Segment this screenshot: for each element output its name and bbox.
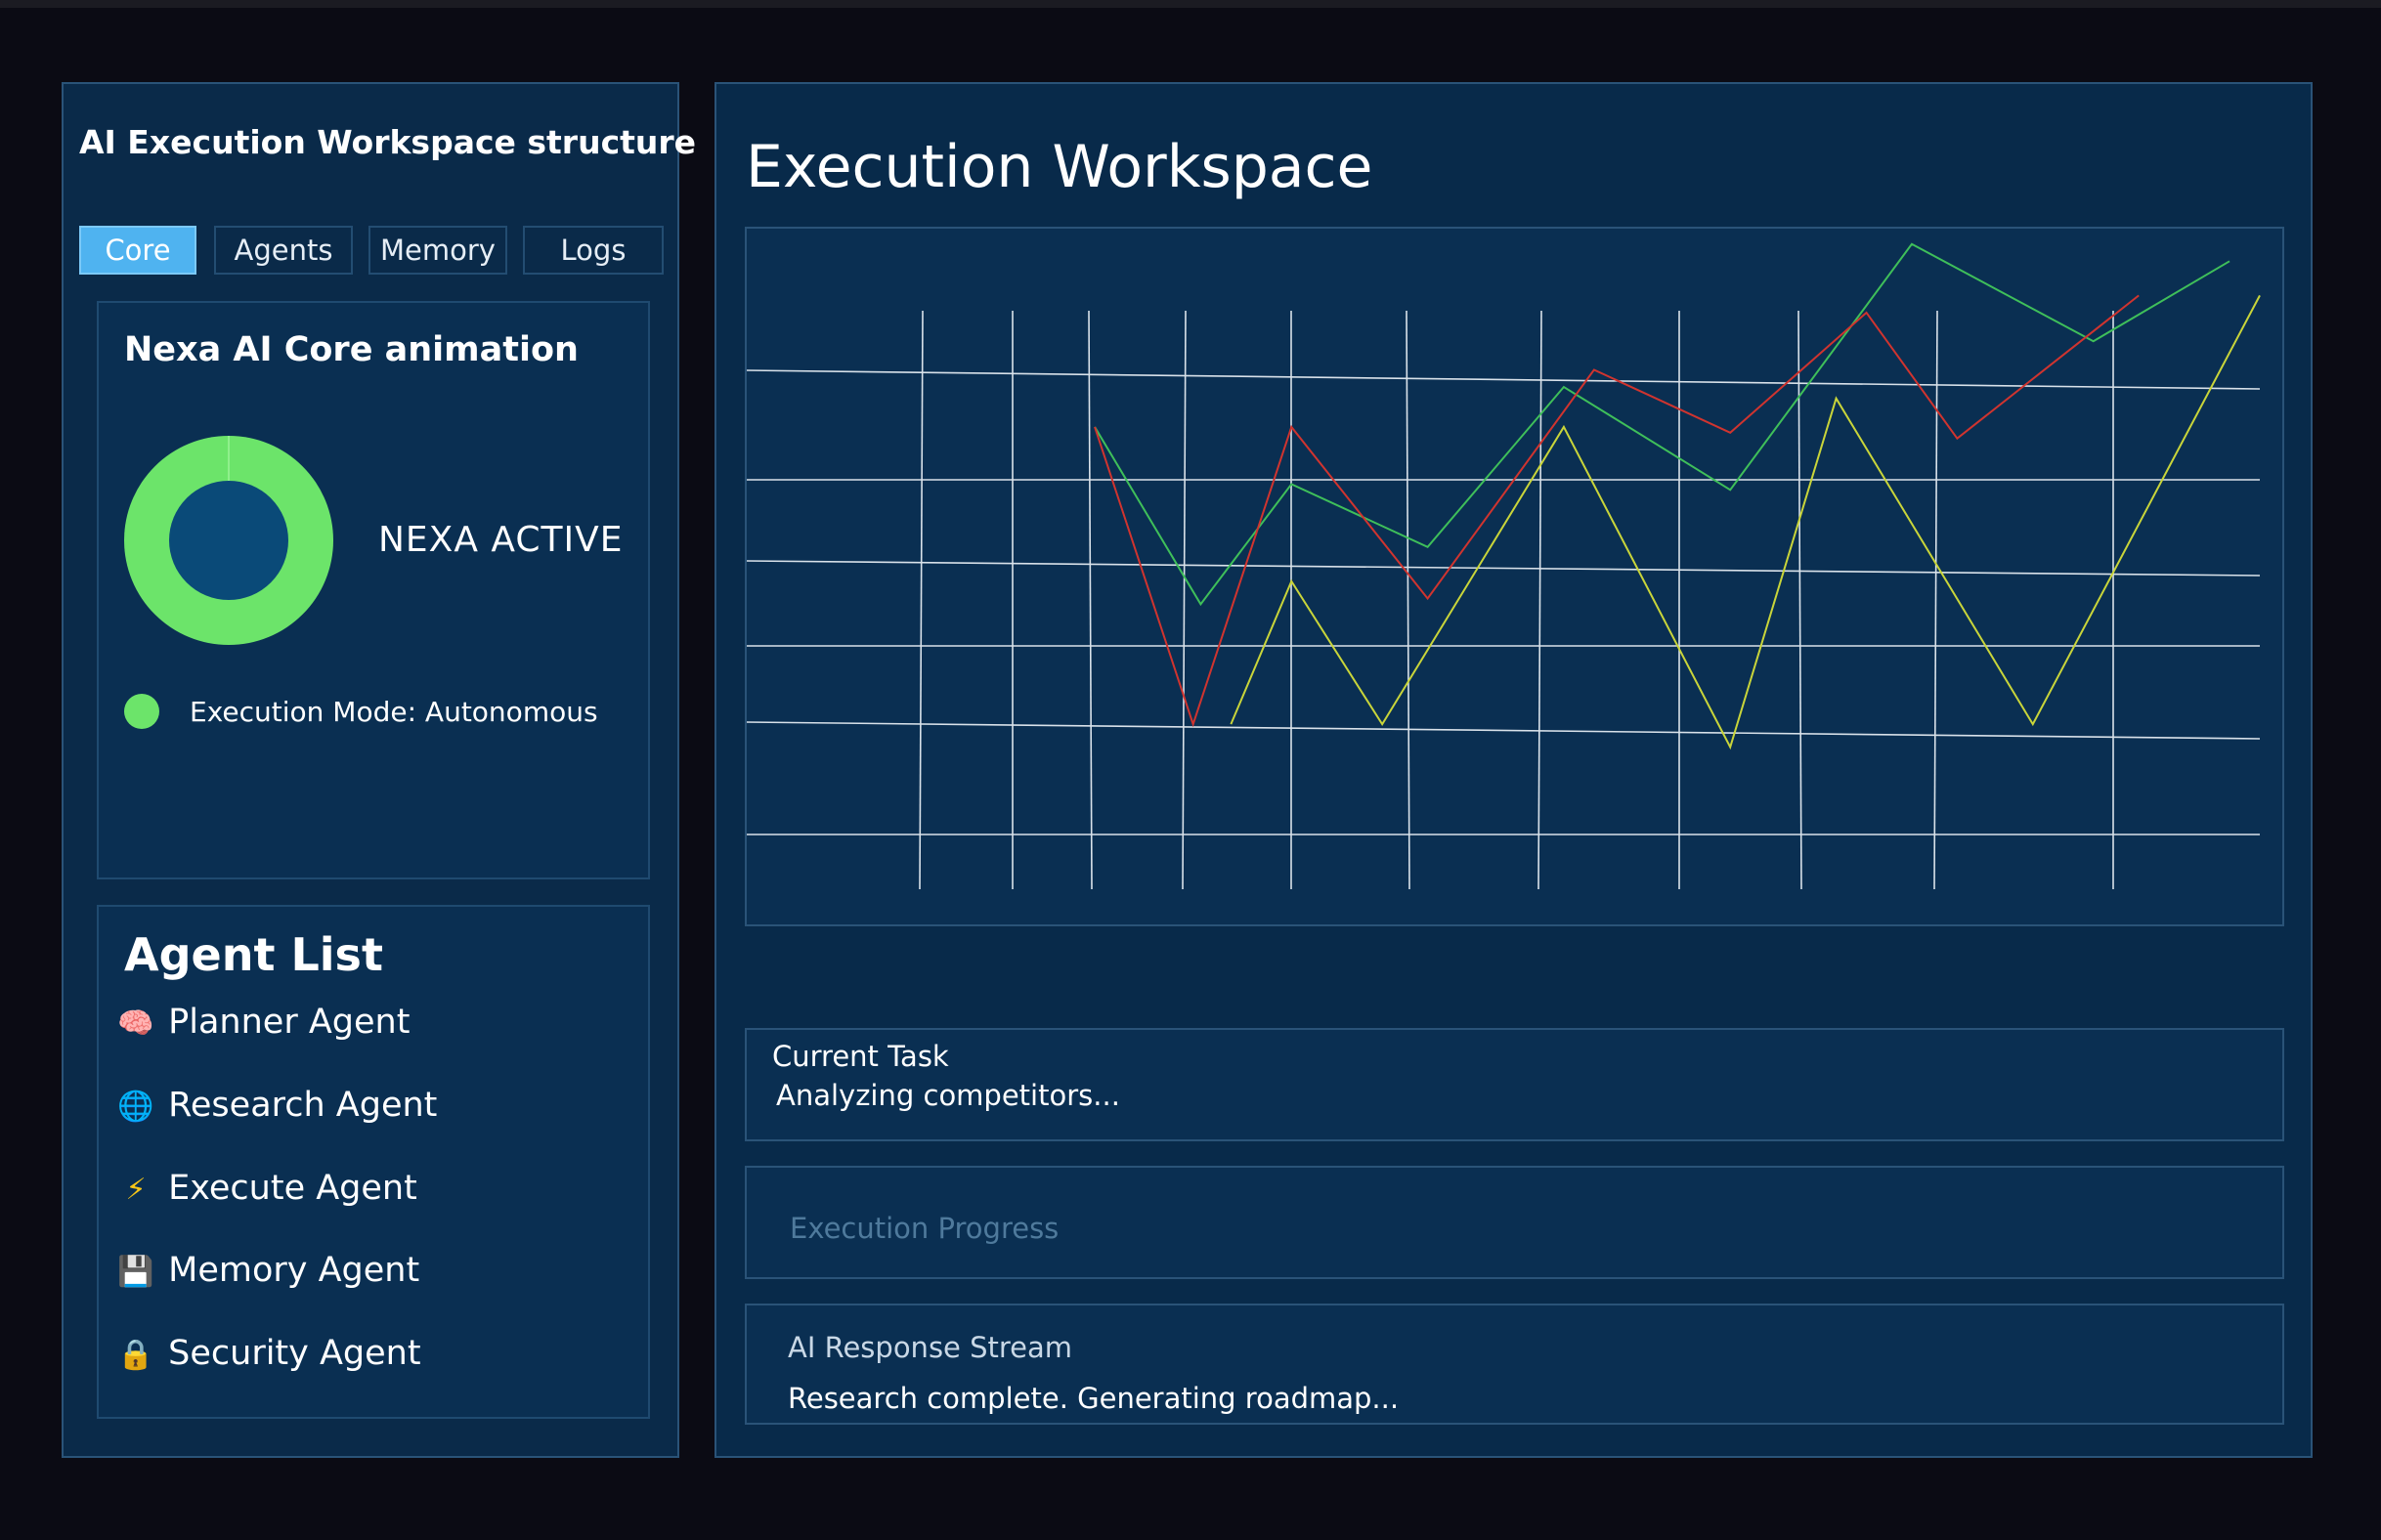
grid-line-horizontal — [747, 560, 2261, 577]
workspace-panel: Execution Workspace Current Task Analyzi… — [714, 82, 2313, 1458]
series-line-3 — [1230, 294, 2261, 750]
agent-item-memory[interactable]: 💾 Memory Agent — [114, 1241, 632, 1300]
grid-line-vertical — [1406, 310, 1410, 890]
agent-list-title: Agent List — [124, 928, 383, 981]
series-line-1 — [1094, 242, 2230, 607]
core-card: Nexa AI Core animation NEXA ACTIVE Execu… — [97, 301, 650, 879]
globe-icon: 🌐 — [117, 1090, 154, 1124]
execution-progress-box: Execution Progress — [745, 1166, 2284, 1279]
floppy-disk-icon: 💾 — [117, 1255, 154, 1289]
execution-chart-svg — [747, 242, 2261, 890]
lightning-icon: ⚡ — [125, 1173, 147, 1207]
agent-list-card: Agent List 🧠 Planner Agent 🌐 Research Ag… — [97, 905, 650, 1419]
agent-label: Execute Agent — [168, 1169, 417, 1208]
grid-line-vertical — [919, 310, 924, 890]
page-title: Execution Workspace — [746, 133, 1373, 201]
response-stream-box: AI Response Stream Research complete. Ge… — [745, 1304, 2284, 1425]
grid-line-horizontal — [747, 369, 2261, 390]
sidebar-title: AI Execution Workspace structure — [79, 123, 697, 161]
agent-item-execute[interactable]: ⚡ Execute Agent — [114, 1159, 632, 1218]
execution-mode: Execution Mode: Autonomous — [190, 696, 598, 728]
tab-core[interactable]: Core — [79, 226, 196, 275]
grid-line-horizontal — [747, 721, 2261, 740]
current-task-label: Current Task — [772, 1040, 949, 1073]
series-line-2 — [1094, 294, 2140, 728]
response-stream-text: Research complete. Generating roadmap... — [788, 1382, 1400, 1415]
tab-memory[interactable]: Memory — [368, 226, 507, 275]
agent-label: Research Agent — [168, 1086, 438, 1125]
tab-agents[interactable]: Agents — [214, 226, 353, 275]
agent-item-planner[interactable]: 🧠 Planner Agent — [114, 993, 632, 1051]
agent-item-security[interactable]: 🔒 Security Agent — [114, 1324, 632, 1383]
core-status: NEXA ACTIVE — [378, 520, 624, 560]
grid-line-vertical — [1182, 310, 1187, 890]
agent-label: Security Agent — [168, 1334, 421, 1373]
window-top-bar — [0, 0, 2381, 8]
execution-chart — [745, 227, 2284, 926]
brain-icon: 🧠 — [117, 1006, 154, 1041]
grid-line-vertical — [1088, 310, 1093, 890]
lock-icon: 🔒 — [117, 1338, 154, 1372]
grid-line-vertical — [1797, 310, 1802, 890]
agent-label: Memory Agent — [168, 1251, 420, 1290]
status-dot-icon — [124, 694, 159, 729]
core-title: Nexa AI Core animation — [124, 330, 579, 369]
current-task-box: Current Task Analyzing competitors... — [745, 1028, 2284, 1141]
current-task-value: Analyzing competitors... — [776, 1079, 1120, 1112]
response-stream-label: AI Response Stream — [788, 1331, 1073, 1364]
sidebar-tabs: Core Agents Memory Logs — [79, 226, 664, 275]
grid-line-vertical — [1933, 310, 1938, 890]
agent-item-research[interactable]: 🌐 Research Agent — [114, 1076, 632, 1134]
sidebar-panel: AI Execution Workspace structure Core Ag… — [62, 82, 696, 1458]
tab-logs[interactable]: Logs — [523, 226, 664, 275]
execution-progress-label: Execution Progress — [790, 1212, 1060, 1245]
grid-line-vertical — [1537, 310, 1542, 890]
core-ring-icon — [124, 436, 333, 645]
agent-label: Planner Agent — [168, 1003, 411, 1042]
